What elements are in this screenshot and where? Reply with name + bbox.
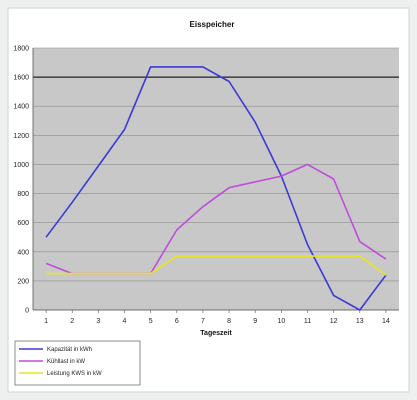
x-tick-label: 10 (277, 318, 285, 325)
y-tick-label: 0 (25, 308, 29, 315)
y-tick-label: 1800 (13, 46, 29, 53)
y-tick-label: 1000 (13, 162, 29, 169)
x-tick-label: 8 (227, 318, 231, 325)
y-axis-ticks: 0 200 400 600 800 1000 1200 1400 1600 1800 (13, 46, 29, 315)
y-tick-label: 1200 (13, 133, 29, 140)
legend-box (14, 340, 141, 386)
series-line-3 (46, 255, 387, 276)
legend-label: Kapazität in kWh (47, 347, 92, 353)
y-tick-label: 600 (17, 220, 29, 227)
x-tick-label: 5 (149, 318, 153, 325)
x-axis-title: Tageszeit (200, 330, 232, 337)
y-tick-label: 200 (17, 278, 29, 285)
y-tick-label: 1600 (13, 75, 29, 82)
legend-label: Leistung KWS in kW (47, 371, 102, 377)
x-tick-label: 1 (44, 318, 48, 325)
x-axis-ticks: 1 2 3 4 5 6 7 8 9 10 11 12 13 14 (44, 310, 390, 325)
x-tick-label: 2 (70, 318, 74, 325)
chart-title: Eisspeicher (190, 20, 235, 29)
series-line-1 (45, 66, 387, 311)
series-lines (45, 66, 387, 311)
gridlines (32, 47, 399, 311)
legend-label: Kühllast in kW (47, 359, 85, 365)
x-tick-label: 6 (175, 318, 179, 325)
x-tick-label: 9 (253, 318, 257, 325)
x-tick-label: 13 (356, 318, 364, 325)
plot-area (33, 48, 399, 310)
legend: Kapazität in kWh Kühllast in kW Leistung K… (14, 340, 141, 386)
x-tick-label: 11 (304, 318, 311, 325)
x-tick-label: 7 (201, 318, 205, 325)
x-tick-label: 3 (96, 318, 100, 325)
x-tick-label: 12 (330, 318, 338, 325)
y-tick-label: 400 (17, 249, 29, 256)
x-tick-label: 4 (123, 318, 127, 325)
x-tick-label: 14 (382, 318, 390, 325)
y-tick-label: 800 (17, 191, 29, 198)
y-tick-label: 1400 (13, 104, 29, 111)
